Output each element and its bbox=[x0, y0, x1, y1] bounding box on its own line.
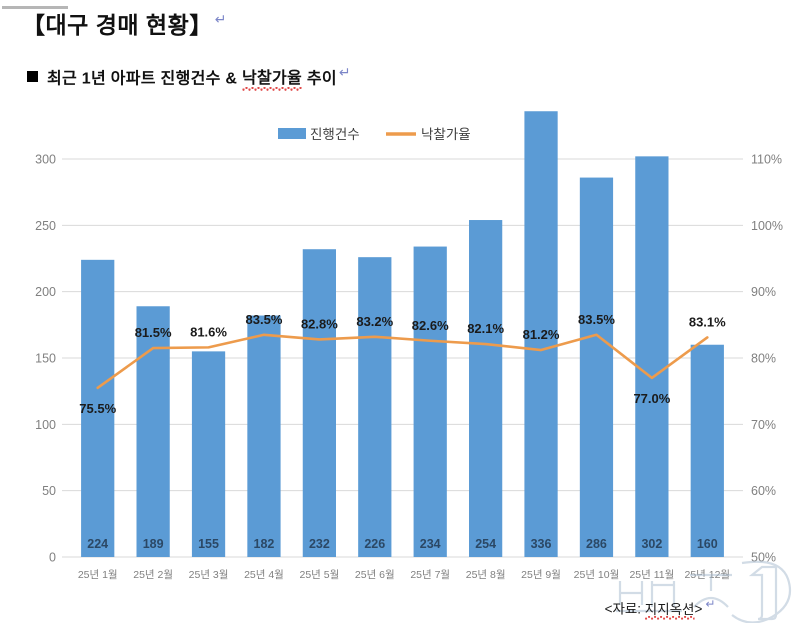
bar-value-label: 234 bbox=[420, 537, 441, 551]
right-axis-tick-label: 60% bbox=[751, 484, 776, 498]
line-value-label: 81.5% bbox=[135, 325, 172, 340]
paragraph-mark-icon-2: ↵ bbox=[338, 64, 351, 80]
category-label: 25년 10월 bbox=[574, 569, 620, 581]
source-prefix: <자료: bbox=[604, 601, 645, 617]
source-suffix: > bbox=[694, 601, 703, 617]
category-label: 25년 6월 bbox=[355, 569, 395, 581]
bar[interactable] bbox=[635, 156, 669, 557]
category-label: 25년 2월 bbox=[133, 569, 173, 581]
line-value-label: 77.0% bbox=[633, 391, 670, 406]
category-label: 25년 4월 bbox=[244, 569, 284, 581]
page-title: 【대구 경매 현황】 ↵ bbox=[22, 6, 227, 40]
legend-label-bar: 진행건수 bbox=[310, 127, 360, 142]
top-rule-divider bbox=[2, 6, 68, 9]
paragraph-mark-icon: ↵ bbox=[214, 11, 227, 28]
bar[interactable] bbox=[579, 177, 614, 557]
chart-container: 0 50 100 150 200 250 300 50% 60% 70% 80% 90% 100% 110… bbox=[0, 100, 797, 600]
chart-heading-suffix: 추이 bbox=[302, 70, 337, 88]
bar[interactable] bbox=[358, 257, 392, 557]
bar[interactable] bbox=[247, 315, 281, 557]
bar-value-label: 182 bbox=[254, 537, 275, 551]
bar[interactable] bbox=[524, 111, 558, 558]
left-axis-tick-label: 300 bbox=[35, 153, 56, 167]
line-value-label: 83.1% bbox=[689, 314, 726, 329]
bar-value-label: 336 bbox=[531, 537, 552, 551]
bar[interactable] bbox=[302, 249, 336, 558]
line-series[interactable] bbox=[96, 333, 709, 390]
line-value-label: 82.1% bbox=[467, 321, 504, 336]
line-value-label: 82.8% bbox=[301, 316, 338, 331]
category-label: 25년 3월 bbox=[189, 569, 229, 581]
legend-label-line: 낙찰가율 bbox=[421, 127, 471, 142]
right-axis-tick-label: 80% bbox=[751, 352, 776, 366]
bar[interactable] bbox=[413, 246, 447, 557]
left-axis-tick-label: 200 bbox=[35, 285, 56, 299]
line-value-label: 75.5% bbox=[79, 401, 116, 416]
right-axis-tick-label: 110% bbox=[751, 153, 782, 167]
category-label: 25년 8월 bbox=[466, 569, 506, 581]
right-axis-tick-label: 100% bbox=[751, 219, 783, 233]
bar-value-label: 224 bbox=[87, 537, 108, 551]
right-axis-tick-label: 90% bbox=[751, 285, 776, 299]
bar[interactable] bbox=[81, 259, 115, 557]
category-label: 25년 1월 bbox=[78, 569, 118, 581]
source-provider: 지지옥션 bbox=[644, 601, 695, 620]
category-label: 25년 9월 bbox=[521, 569, 561, 581]
paragraph-mark-icon-3: ↵ bbox=[705, 597, 716, 611]
page-title-text: 【대구 경매 현황】 bbox=[22, 12, 213, 38]
bullet-square-icon bbox=[27, 71, 38, 83]
chart-heading: 최근 1년 아파트 진행건수 & 낙찰가율 추이 ↵ bbox=[27, 64, 351, 88]
category-label: 25년 7월 bbox=[410, 569, 450, 581]
line-value-label: 81.2% bbox=[523, 327, 560, 342]
line-value-label: 81.6% bbox=[190, 324, 227, 339]
bar-value-label: 232 bbox=[309, 537, 330, 551]
chart-heading-misspelled-word: 낙찰가율 bbox=[241, 70, 303, 91]
source-note: <자료: 지지옥션> ↵ bbox=[604, 597, 716, 620]
left-axis-tick-label: 150 bbox=[35, 352, 56, 366]
left-axis-tick-label: 250 bbox=[35, 219, 56, 233]
bar[interactable] bbox=[690, 344, 724, 557]
line-value-label: 83.5% bbox=[578, 312, 615, 327]
category-label: 25년 11월 bbox=[629, 569, 674, 581]
bar-value-label: 226 bbox=[364, 537, 385, 551]
line-value-label: 83.2% bbox=[356, 314, 393, 329]
category-label: 25년 5월 bbox=[299, 569, 339, 581]
bar[interactable] bbox=[469, 220, 503, 557]
bar-value-label: 254 bbox=[475, 537, 496, 551]
legend-swatch-bar bbox=[278, 128, 306, 139]
bar-value-label: 286 bbox=[586, 537, 607, 551]
category-label: 25년 12월 bbox=[684, 569, 730, 581]
left-axis-tick-label: 0 bbox=[49, 551, 56, 565]
left-axis-tick-label: 50 bbox=[42, 484, 56, 498]
combo-chart: 0 50 100 150 200 250 300 50% 60% 70% 80% 90% 100% 110… bbox=[35, 111, 783, 581]
bar-value-label: 302 bbox=[641, 537, 662, 551]
line-value-label: 82.6% bbox=[412, 318, 449, 333]
chart-heading-prefix: 최근 1년 아파트 진행건수 & bbox=[47, 70, 242, 88]
bar-value-label: 160 bbox=[697, 537, 718, 551]
right-axis-tick-label: 50% bbox=[751, 551, 776, 565]
right-axis-tick-label: 70% bbox=[751, 418, 776, 432]
bar-value-label: 155 bbox=[198, 537, 219, 551]
bar[interactable] bbox=[136, 306, 170, 557]
bar[interactable] bbox=[191, 351, 226, 557]
line-value-label: 83.5% bbox=[246, 312, 283, 327]
bar-value-label: 189 bbox=[143, 537, 164, 551]
left-axis-tick-label: 100 bbox=[35, 418, 56, 432]
